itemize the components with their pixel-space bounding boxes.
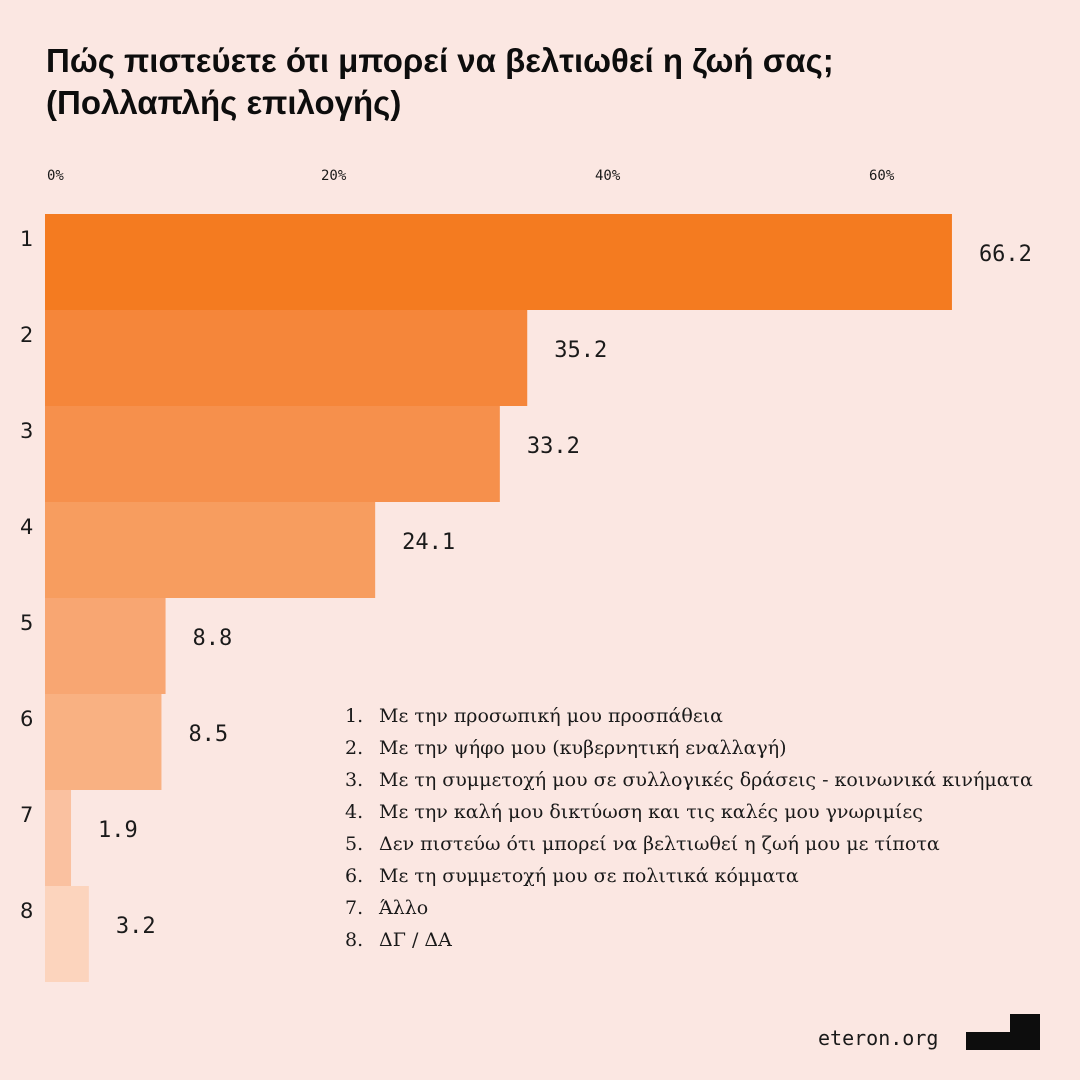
legend-item-text: Με την προσωπική μου προσπάθεια — [379, 705, 723, 727]
legend-item: 1. Με την προσωπική μου προσπάθεια — [345, 700, 1033, 732]
category-label-4: 4 — [20, 515, 33, 539]
legend-item: 7. Άλλο — [345, 892, 1033, 924]
category-label-6: 6 — [20, 707, 33, 731]
bar-7 — [45, 790, 72, 886]
chart-title: Πώς πιστεύετε ότι μπορεί να βελτιωθεί η … — [46, 40, 1026, 124]
legend-item: 8. ΔΓ / ΔΑ — [345, 924, 1033, 956]
value-label-2: 35.2 — [554, 338, 607, 363]
legend: 1. Με την προσωπική μου προσπάθεια 2. Με τη… — [345, 700, 1033, 956]
legend-item-text: Με τη συμμετοχή μου σε πολιτικά κόμματα — [379, 865, 799, 887]
legend-item-number: 1. — [345, 705, 364, 727]
bar-5 — [45, 598, 166, 694]
bar-3 — [45, 406, 500, 502]
legend-item-text: Με την καλή μου δικτύωση και τις καλές μ… — [379, 801, 923, 823]
category-label-7: 7 — [20, 803, 33, 827]
legend-item: 2. Με την ψήφο μου (κυβερνητική εναλλαγή) — [345, 732, 1033, 764]
value-label-8: 3.2 — [116, 914, 156, 939]
legend-item: 3. Με τη συμμετοχή μου σε συλλογικές δράσ… — [345, 764, 1033, 796]
category-label-3: 3 — [20, 419, 33, 443]
legend-item-text: Με τη συμμετοχή μου σε συλλογικές δράσει… — [379, 769, 1033, 791]
legend-item-number: 8. — [345, 929, 364, 951]
bar-4 — [45, 502, 376, 598]
legend-item: 4. Με την καλή μου δικτύωση και τις καλές… — [345, 796, 1033, 828]
legend-item-number: 2. — [345, 737, 364, 759]
bar-8 — [45, 886, 89, 982]
value-label-6: 8.5 — [188, 722, 228, 747]
legend-item-number: 7. — [345, 897, 364, 919]
legend-item: 6. Με τη συμμετοχή μου σε πολιτικά κόμματ… — [345, 860, 1033, 892]
x-tick-label: 20% — [321, 168, 347, 184]
value-label-7: 1.9 — [98, 818, 138, 843]
brand-name: eteron.org — [818, 1026, 939, 1050]
bar-6 — [45, 694, 162, 790]
x-tick-label: 0% — [47, 168, 64, 184]
legend-item-text: Δεν πιστεύω ότι μπορεί να βελτιωθεί η ζω… — [379, 833, 940, 855]
legend-item-text: ΔΓ / ΔΑ — [379, 929, 452, 951]
legend-item: 5. Δεν πιστεύω ότι μπορεί να βελτιωθεί η … — [345, 828, 1033, 860]
category-labels: 1 2 3 4 5 6 7 8 — [20, 227, 33, 923]
value-label-1: 66.2 — [979, 242, 1032, 267]
legend-item-number: 3. — [345, 769, 364, 791]
legend-item-text: Με την ψήφο μου (κυβερνητική εναλλαγή) — [379, 737, 787, 759]
bars — [45, 214, 952, 982]
category-label-5: 5 — [20, 611, 33, 635]
bar-1 — [45, 214, 952, 310]
x-axis-ticks: 0% 20% 40% 60% — [47, 168, 895, 184]
legend-item-text: Άλλο — [379, 897, 429, 919]
legend-item-number: 5. — [345, 833, 364, 855]
x-tick-label: 60% — [869, 168, 895, 184]
legend-item-number: 4. — [345, 801, 364, 823]
value-label-4: 24.1 — [402, 530, 455, 555]
x-tick-label: 40% — [595, 168, 621, 184]
category-label-2: 2 — [20, 323, 33, 347]
value-labels: 66.2 35.2 33.2 24.1 8.8 8.5 1.9 3.2 — [98, 242, 1032, 939]
eteron-logo-icon — [966, 1014, 1040, 1050]
category-label-8: 8 — [20, 899, 33, 923]
category-label-1: 1 — [20, 227, 33, 251]
chart-title-line-2: (Πολλαπλής επιλογής) — [46, 84, 402, 121]
chart-title-line-1: Πώς πιστεύετε ότι μπορεί να βελτιωθεί η … — [46, 42, 834, 79]
bar-2 — [45, 310, 528, 406]
value-label-5: 8.8 — [193, 626, 233, 651]
value-label-3: 33.2 — [527, 434, 580, 459]
legend-item-number: 6. — [345, 865, 364, 887]
